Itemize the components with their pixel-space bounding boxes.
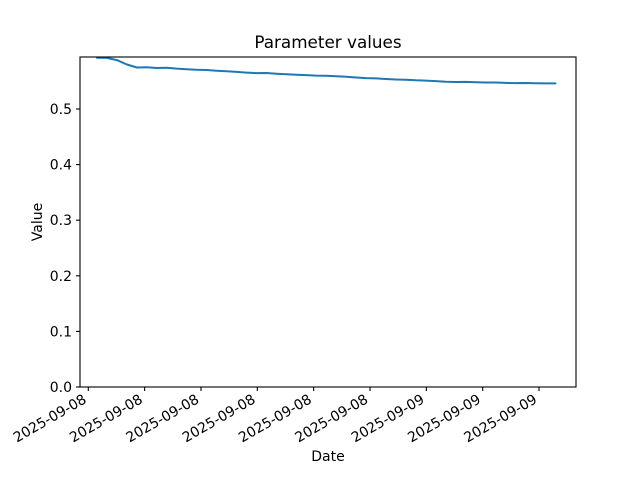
data-line bbox=[96, 56, 557, 85]
chart-title: Parameter values bbox=[254, 32, 401, 52]
plot-area: 0.00.10.20.30.40.52025-09-082025-09-0820… bbox=[11, 56, 577, 446]
y-tick-label: 0.4 bbox=[50, 158, 72, 174]
x-axis-label: Date bbox=[311, 449, 344, 465]
y-tick-label: 0.0 bbox=[50, 380, 72, 396]
plot-frame bbox=[79, 56, 577, 388]
y-tick-label: 0.2 bbox=[50, 269, 72, 285]
y-tick-label: 0.5 bbox=[50, 102, 72, 118]
y-tick-label: 0.1 bbox=[50, 324, 72, 340]
y-axis-label: Value bbox=[30, 203, 46, 241]
y-tick-label: 0.3 bbox=[50, 213, 72, 229]
